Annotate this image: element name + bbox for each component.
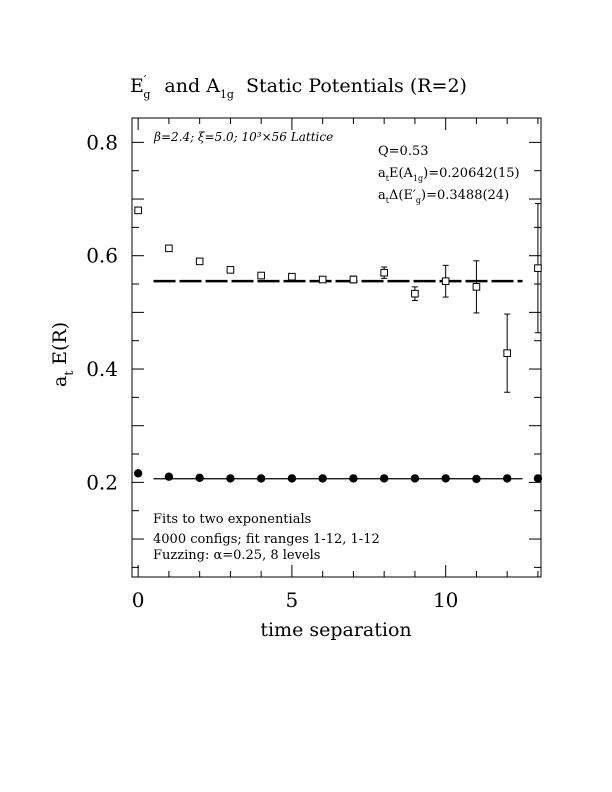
a1g-data-point	[164, 472, 174, 481]
eg-delta-annotation: atΔ(E′g)=0.3488(24)	[378, 188, 509, 205]
x-tick-label: 10	[433, 588, 458, 612]
a1g-data-point	[256, 474, 266, 483]
x-tick-labels: 0 5 10	[132, 588, 459, 612]
eg-data-point	[195, 257, 204, 266]
a1g-energy-annotation: atE(A1g)=0.20642(15)	[378, 166, 520, 183]
fuzzing-annotation: Fuzzing: α=0.25, 8 levels	[153, 548, 320, 563]
x-axis-label: time separation	[260, 619, 411, 641]
a1g-data-point	[133, 469, 143, 478]
eg-data-point	[165, 244, 173, 253]
lattice-annotation: β=2.4; ξ=5.0; 10³×56 Lattice	[153, 130, 333, 144]
y-tick-labels: 0.2 0.4 0.6 0.8	[86, 130, 118, 494]
a1g-data-point	[441, 474, 450, 483]
eg-data-point	[288, 272, 296, 281]
y-axis-label: atE(R)	[49, 322, 76, 387]
a1g-data-point	[226, 474, 235, 483]
eg-data-point	[441, 277, 450, 285]
plot-frame	[131, 117, 542, 578]
a1g-data-point	[502, 474, 512, 483]
eg-data-point	[380, 268, 388, 277]
x-tick-label: 0	[132, 588, 145, 612]
a1g-data-point	[195, 473, 204, 483]
a1g-data-point	[318, 474, 327, 483]
eg-data-point	[349, 275, 358, 284]
a1g-data-point	[533, 474, 543, 483]
a1g-data-point	[287, 474, 297, 483]
fits-annotation: Fits to two exponentials	[153, 512, 311, 527]
eg-data-point	[226, 266, 235, 274]
eg-data-point	[534, 264, 542, 272]
eg-data-point	[318, 275, 327, 284]
x-tick-label: 5	[286, 588, 299, 612]
y-tick-label: 0.2	[86, 470, 118, 494]
a1g-data-point	[410, 474, 420, 483]
eg-data-point	[472, 283, 481, 291]
y-tick-label: 0.6	[86, 244, 118, 268]
eg-data-point	[503, 349, 511, 357]
y-tick-label: 0.8	[86, 130, 118, 154]
configs-annotation: 4000 configs; fit ranges 1-12, 1-12	[153, 532, 380, 547]
fit-lines	[153, 279, 523, 480]
y-tick-label: 0.4	[86, 357, 118, 381]
eg-data-point	[134, 206, 142, 215]
eg-data-point	[411, 289, 419, 298]
eg-data-point	[257, 271, 265, 280]
a1g-data-point	[472, 474, 481, 484]
q-annotation: Q=0.53	[378, 144, 429, 159]
data-markers	[133, 203, 543, 484]
axis-ticks	[132, 118, 541, 577]
a1g-data-point	[379, 474, 389, 483]
chart-title: E′ g and A1g Static Potentials (R=2)	[130, 73, 467, 101]
a1g-data-point	[349, 474, 358, 483]
